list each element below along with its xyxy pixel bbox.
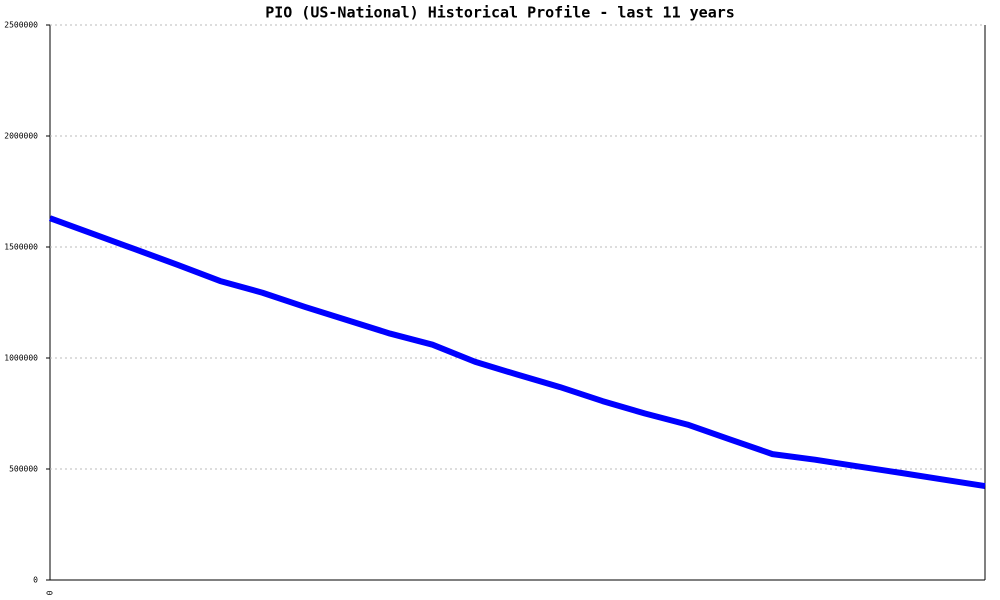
x-tick-label: 0 [46,590,55,595]
y-tick-label: 2000000 [4,132,38,141]
chart-title: PIO (US-National) Historical Profile - l… [265,4,735,22]
y-tick-label: 1000000 [4,354,38,363]
y-tick-label: 500000 [9,465,38,474]
y-tick-label: 1500000 [4,243,38,252]
y-tick-label: 0 [33,576,38,585]
y-tick-label: 2500000 [4,21,38,30]
line [48,215,986,490]
